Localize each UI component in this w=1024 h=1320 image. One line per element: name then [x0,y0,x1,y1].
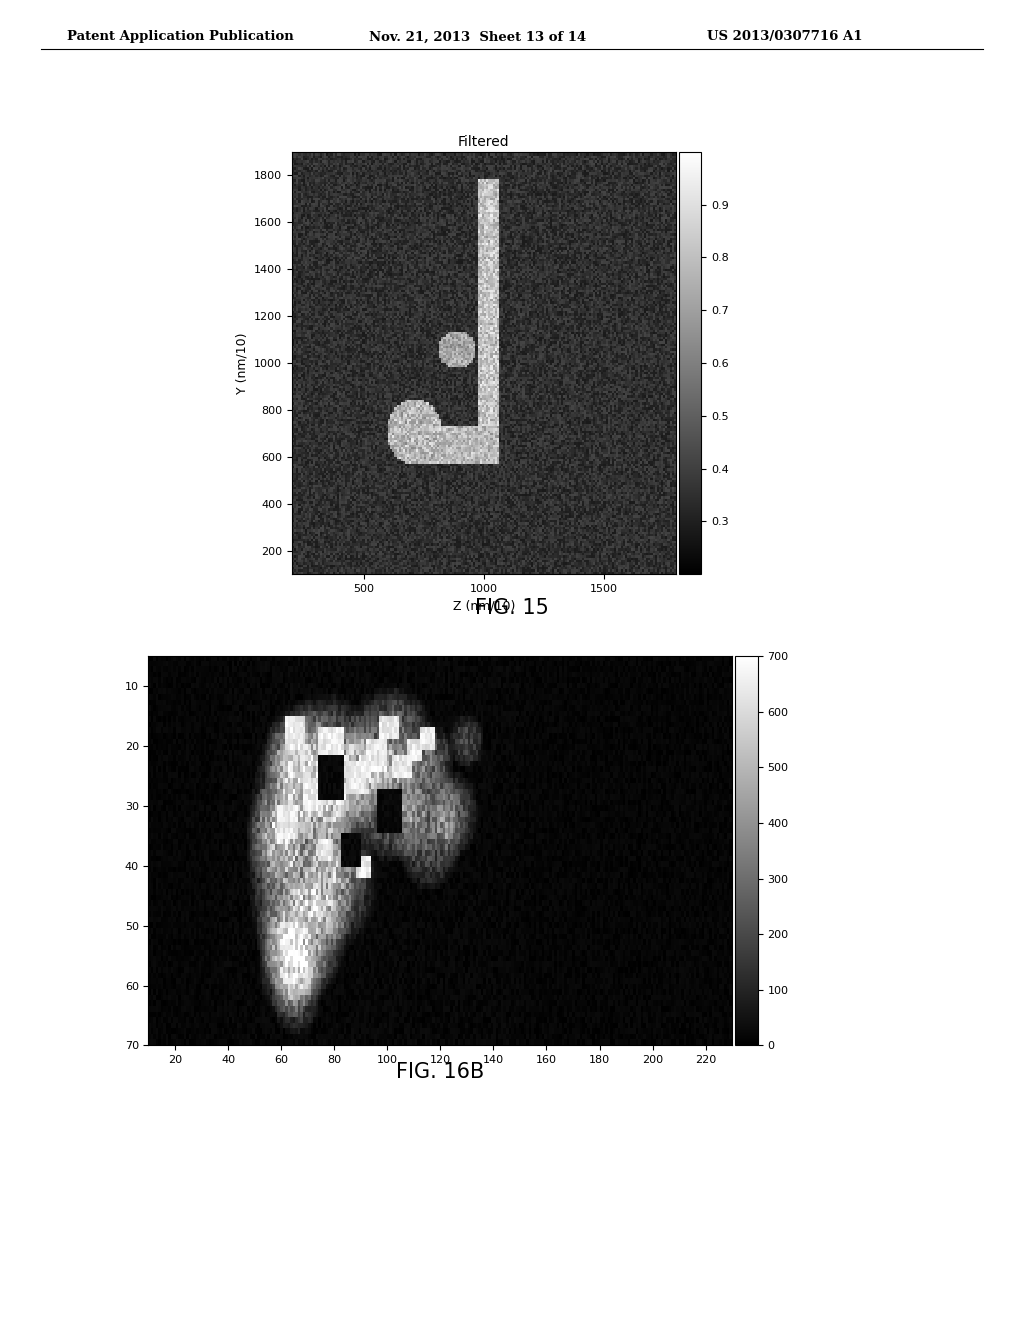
Text: US 2013/0307716 A1: US 2013/0307716 A1 [707,30,862,44]
Text: Patent Application Publication: Patent Application Publication [67,30,293,44]
X-axis label: Z (nm/10): Z (nm/10) [453,599,515,612]
Title: Filtered: Filtered [458,135,510,149]
Y-axis label: Y (nm/10): Y (nm/10) [236,333,249,393]
Text: FIG. 16B: FIG. 16B [396,1063,484,1082]
Text: FIG. 15: FIG. 15 [475,598,549,618]
Text: Nov. 21, 2013  Sheet 13 of 14: Nov. 21, 2013 Sheet 13 of 14 [369,30,586,44]
